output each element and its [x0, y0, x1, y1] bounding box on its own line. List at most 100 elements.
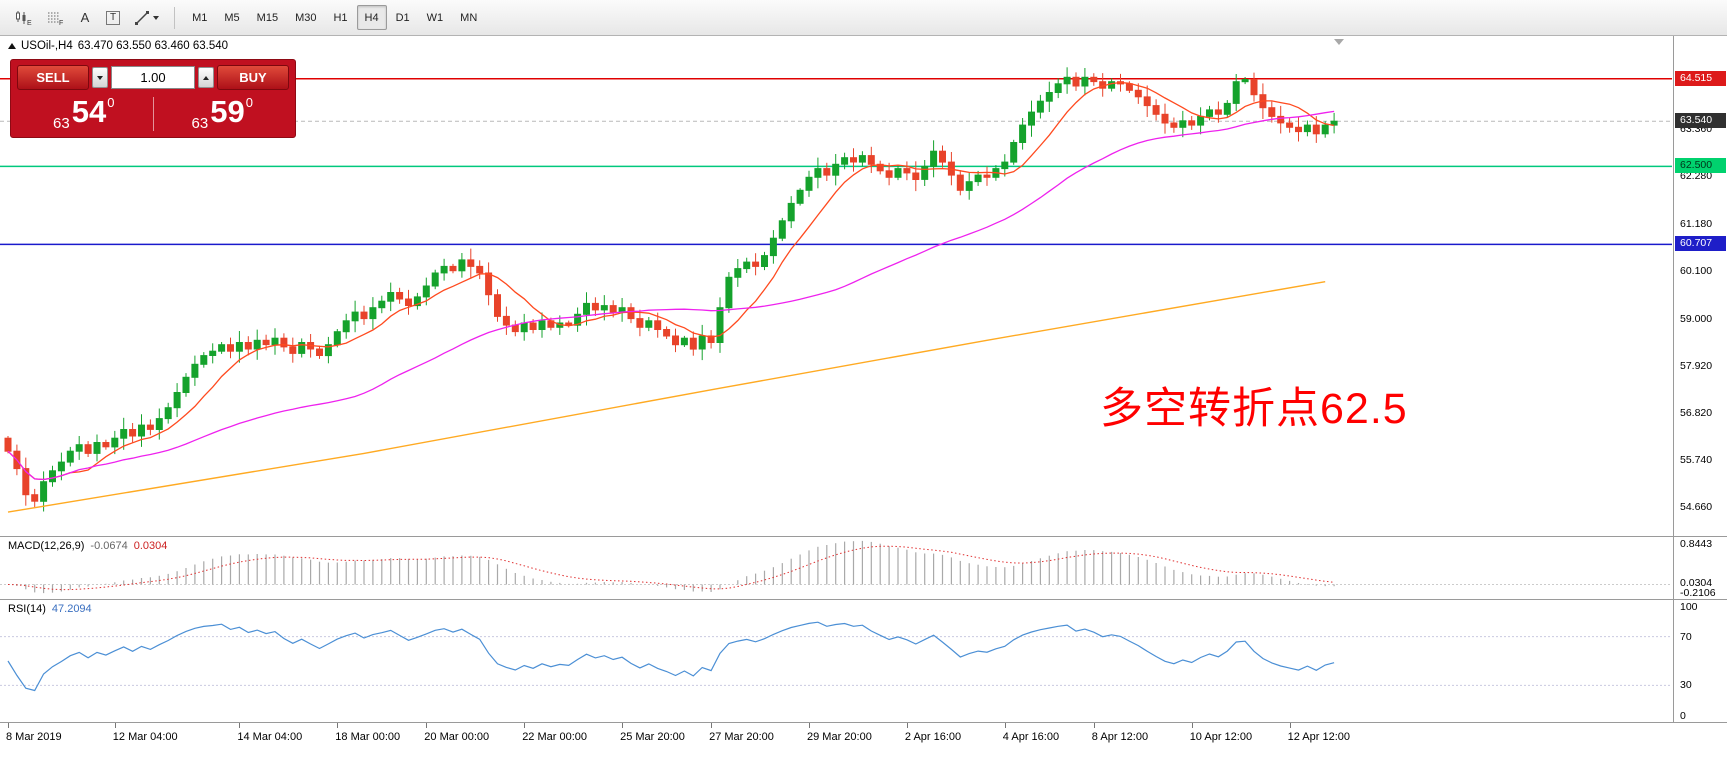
buy-price[interactable]: 63 59 0	[156, 92, 290, 136]
rsi-axis-label: 30	[1680, 679, 1692, 692]
sell-price-pips: 54	[71, 94, 107, 129]
line-tools-button[interactable]	[128, 5, 165, 30]
time-tick	[906, 723, 908, 728]
time-axis-label: 2 Apr 16:00	[904, 731, 962, 743]
time-tick	[809, 723, 810, 728]
text-box-tool-button[interactable]: T	[100, 5, 126, 30]
timeframe-button-mn[interactable]: MN	[460, 11, 478, 24]
price-tick-label: 57.920	[1680, 359, 1713, 372]
macd-axis-label: 0.8443	[1680, 538, 1713, 550]
price-tick-label: 56.820	[1680, 407, 1713, 420]
time-tick	[622, 723, 624, 728]
caret-down-icon	[97, 75, 103, 80]
rsi-axis-label: 100	[1680, 601, 1698, 613]
macd-label: MACD(12,26,9) -0.0674 0.0304	[8, 540, 167, 552]
price-tick-label: 59.000	[1680, 312, 1713, 325]
timeframe-button-m15[interactable]: M15	[256, 11, 279, 24]
rsi-axis-label: 0	[1680, 710, 1686, 722]
time-tick	[114, 723, 116, 728]
svg-text:E: E	[27, 20, 32, 26]
time-tick	[1093, 723, 1095, 728]
time-axis-label: 20 Mar 00:00	[424, 731, 490, 743]
toolbar: E F A T	[0, 0, 1727, 36]
macd-axis-label: -0.2106	[1680, 587, 1716, 599]
chart-shift-marker[interactable]	[1334, 39, 1344, 45]
time-axis-label: 25 Mar 20:00	[620, 731, 685, 743]
rsi-axis-label: 70	[1680, 630, 1692, 643]
price-badge: 63.540	[1675, 113, 1726, 129]
rsi-axis[interactable]: 100 70 30 0	[1673, 600, 1727, 722]
macd-plot[interactable]	[0, 537, 1672, 599]
macd-main-value: -0.0674	[90, 540, 128, 552]
time-tick	[426, 723, 428, 728]
rsi-value: 47.2094	[51, 603, 92, 615]
chart-area: USOil-,H4 63.470 63.550 63.460 63.540 SE…	[0, 36, 1727, 757]
buy-price-point: 0	[245, 95, 253, 110]
price-badge: 64.515	[1675, 70, 1726, 86]
buy-price-pips: 59	[210, 94, 245, 129]
time-axis-label: 29 Mar 20:00	[807, 731, 872, 743]
dotted-grid-icon: F	[48, 12, 63, 26]
time-axis-label: 27 Mar 20:00	[709, 731, 774, 743]
trendline-icon	[135, 10, 150, 25]
symbol-name: USOil-,H4	[21, 40, 73, 52]
sell-button[interactable]: SELL	[17, 65, 89, 90]
macd-panel: MACD(12,26,9) -0.0674 0.0304 0.8443 0.030…	[0, 537, 1727, 600]
symbol-marker-icon	[8, 43, 16, 49]
buy-price-whole: 63	[191, 115, 209, 132]
time-axis-label: 18 Mar 00:00	[335, 731, 401, 743]
time-tick	[711, 723, 713, 728]
price-tick-label: 54.660	[1680, 501, 1713, 514]
macd-axis[interactable]: 0.8443 0.0304 -0.2106	[1673, 537, 1727, 599]
candlestick-chart[interactable]	[0, 36, 1672, 536]
time-tick	[239, 723, 241, 728]
chart-annotation: 多空转折点62.5	[1100, 385, 1408, 433]
dropdown-caret-icon	[153, 15, 160, 20]
price-panel: USOil-,H4 63.470 63.550 63.460 63.540 SE…	[0, 36, 1727, 537]
timeframe-button-w1[interactable]: W1	[426, 11, 444, 24]
chart-e-tool-button[interactable]: E	[8, 5, 38, 30]
time-axis-label: 8 Mar 2019	[6, 731, 62, 743]
rsi-plot[interactable]	[0, 600, 1672, 722]
textbox-tool-glyph: T	[106, 10, 121, 25]
sell-price[interactable]: 63 54 0	[17, 92, 151, 136]
time-axis-label: 12 Apr 12:00	[1287, 731, 1350, 743]
time-axis-label: 12 Mar 04:00	[112, 731, 178, 743]
time-axis-label: 14 Mar 04:00	[237, 731, 303, 743]
rsi-label: RSI(14) 47.2094	[8, 603, 92, 615]
timeframe-button-h4[interactable]: H4	[356, 5, 387, 30]
time-axis-label: 22 Mar 00:00	[522, 731, 588, 743]
price-tick-label: 60.100	[1680, 264, 1713, 277]
text-label-tool-button[interactable]: A	[72, 5, 98, 30]
price-tick-label: 55.740	[1680, 454, 1713, 467]
sell-price-point: 0	[107, 95, 115, 110]
buy-button[interactable]: BUY	[217, 65, 289, 90]
timeframe-button-m5[interactable]: M5	[224, 11, 240, 24]
time-tick	[524, 723, 526, 728]
timeframe-button-m1[interactable]: M1	[192, 11, 208, 24]
timeframe-button-d1[interactable]: D1	[395, 11, 410, 24]
volume-decrease-button[interactable]	[92, 67, 108, 88]
timeframe-button-m30[interactable]: M30	[295, 11, 317, 24]
timeframe-button-h1[interactable]: H1	[333, 11, 348, 24]
grid-f-tool-button[interactable]: F	[40, 5, 70, 30]
time-axis[interactable]: 8 Mar 2019 12 Mar 04:00 14 Mar 04:00 18 Mar…	[0, 723, 1727, 757]
volume-increase-button[interactable]	[198, 67, 214, 88]
time-tick	[1191, 723, 1193, 728]
time-tick	[337, 723, 339, 728]
time-tick	[1289, 723, 1291, 728]
price-tick-label: 61.180	[1680, 217, 1713, 230]
candlestick-tool-icon: E	[16, 10, 32, 26]
svg-text:F: F	[59, 20, 63, 26]
macd-name: MACD(12,26,9)	[8, 540, 85, 552]
price-badge: 62.500	[1675, 158, 1726, 174]
time-axis-label: 10 Apr 12:00	[1189, 731, 1253, 743]
price-axis[interactable]: 63.360 62.280 61.180 60.100 59.000 57.920 56.8…	[1673, 36, 1727, 536]
sell-price-whole: 63	[53, 115, 70, 132]
time-axis-label: 4 Apr 16:00	[1002, 731, 1060, 743]
time-tick	[1004, 723, 1006, 728]
volume-input[interactable]	[111, 66, 195, 89]
text-tool-glyph: A	[80, 10, 90, 25]
macd-axis-label: 0.0304	[1680, 576, 1713, 589]
